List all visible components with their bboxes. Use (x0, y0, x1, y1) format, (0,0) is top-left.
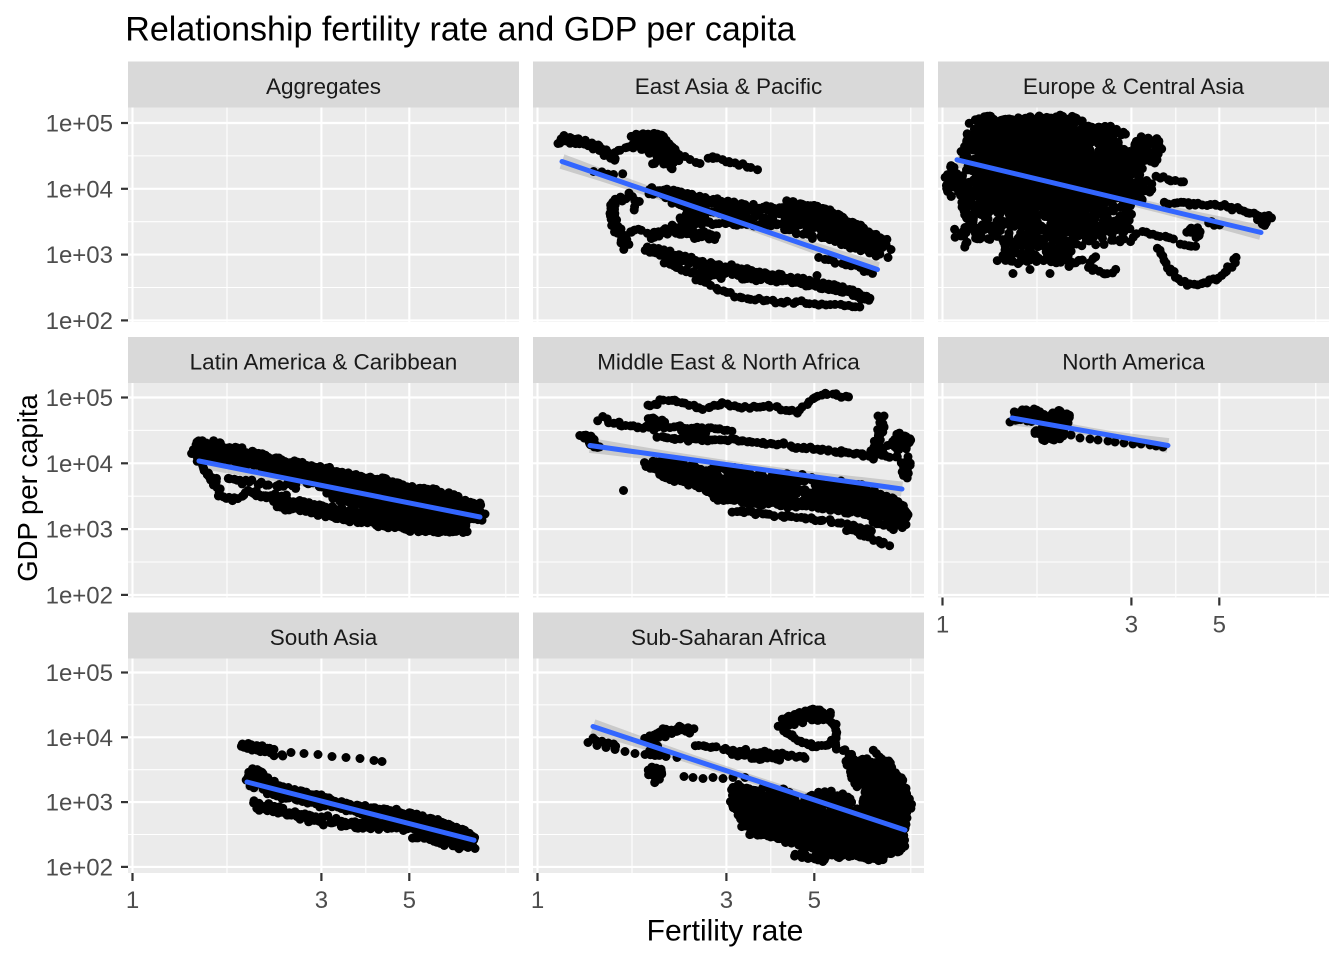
svg-text:1: 1 (531, 887, 544, 914)
svg-text:1e+02: 1e+02 (46, 308, 113, 335)
svg-text:3: 3 (1125, 612, 1138, 639)
svg-text:5: 5 (1213, 612, 1226, 639)
svg-text:1e+04: 1e+04 (46, 176, 113, 203)
svg-text:GDP per capita: GDP per capita (12, 394, 43, 582)
svg-text:5: 5 (808, 887, 821, 914)
svg-text:5: 5 (403, 887, 416, 914)
svg-text:Relationship fertility rate an: Relationship fertility rate and GDP per … (125, 10, 795, 48)
svg-text:North America: North America (1062, 350, 1205, 375)
svg-text:1e+05: 1e+05 (46, 660, 113, 687)
svg-text:Latin America & Caribbean: Latin America & Caribbean (190, 350, 458, 375)
svg-text:South Asia: South Asia (270, 625, 378, 650)
svg-text:East Asia & Pacific: East Asia & Pacific (635, 74, 823, 99)
svg-text:3: 3 (720, 887, 733, 914)
svg-text:Aggregates: Aggregates (266, 74, 381, 99)
svg-text:1e+03: 1e+03 (46, 242, 113, 269)
svg-text:1e+02: 1e+02 (46, 854, 113, 881)
svg-text:1e+05: 1e+05 (46, 111, 113, 138)
svg-text:1e+04: 1e+04 (46, 725, 113, 752)
svg-text:3: 3 (315, 887, 328, 914)
svg-text:Europe & Central Asia: Europe & Central Asia (1023, 74, 1245, 99)
svg-text:Middle East & North Africa: Middle East & North Africa (597, 350, 860, 375)
svg-text:1e+04: 1e+04 (46, 451, 113, 478)
svg-text:1: 1 (936, 612, 949, 639)
svg-text:Fertility rate: Fertility rate (647, 915, 804, 948)
svg-text:1: 1 (126, 887, 139, 914)
svg-text:1e+05: 1e+05 (46, 385, 113, 412)
svg-text:1e+02: 1e+02 (46, 582, 113, 609)
svg-text:1e+03: 1e+03 (46, 790, 113, 817)
svg-text:1e+03: 1e+03 (46, 517, 113, 544)
svg-text:Sub-Saharan Africa: Sub-Saharan Africa (631, 625, 827, 650)
